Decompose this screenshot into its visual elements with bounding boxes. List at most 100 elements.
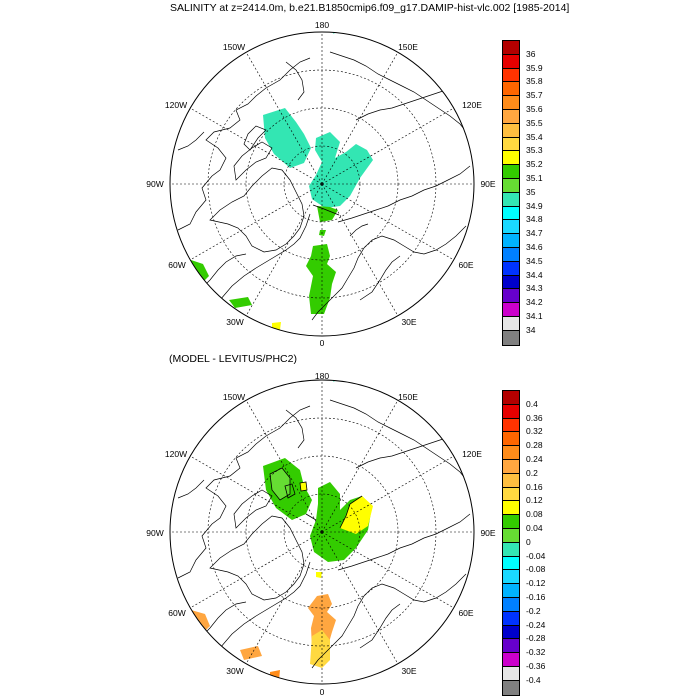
colorbar-tick-label: 0.24	[526, 454, 543, 464]
lon-label-90w: 90W	[146, 179, 164, 189]
lon-label-90e: 90E	[480, 528, 496, 538]
colorbar-tick-label: 34.1	[526, 311, 543, 321]
colorbar-tick-label: 35.3	[526, 145, 543, 156]
colorbar-tick-label: 0.32	[526, 426, 543, 437]
colorbar-tick-label: 34.3	[526, 283, 543, 294]
lon-label-180: 180	[314, 371, 330, 381]
colorbar-tick-label: 35.5	[526, 117, 543, 128]
salinity-region-labrador-b	[229, 297, 252, 308]
lon-label-30w: 30W	[226, 317, 244, 327]
salinity-region-canada-basin	[263, 108, 311, 168]
colorbar-tick-label: -0.08	[526, 564, 546, 575]
colorbar-swatch	[503, 404, 519, 419]
colorbar-tick-label: -0.16	[526, 592, 546, 602]
colorbar-swatch	[503, 137, 519, 152]
colorbar-tick-label: 34.2	[526, 297, 543, 308]
colorbar-swatch	[503, 330, 519, 345]
colorbar-swatch	[503, 391, 519, 405]
lon-label-0: 0	[319, 338, 325, 348]
colorbar-swatch	[503, 275, 519, 290]
lon-label-30e: 30E	[401, 317, 417, 327]
lon-label-150e: 150E	[398, 392, 418, 402]
colorbar-swatch	[503, 303, 519, 317]
colorbar-tick-label: -0.36	[526, 661, 546, 671]
colorbar-tick-label: 35.1	[526, 173, 543, 183]
colorbar-tick-label: 0.16	[526, 481, 543, 492]
colorbar-swatch	[503, 96, 519, 110]
colorbar-swatch	[503, 528, 519, 543]
colorbar-swatch	[503, 487, 519, 502]
lon-label-120e: 120E	[462, 449, 482, 459]
colorbar-tick-label: 35.8	[526, 76, 543, 87]
colorbar-tick-label: -0.32	[526, 647, 546, 658]
colorbar-swatch	[503, 639, 519, 654]
diff-region-canada-basin-inner	[270, 468, 290, 500]
colorbar-swatch	[503, 473, 519, 488]
colorbar-tick-label: 35.7	[526, 90, 543, 101]
colorbar-swatch	[503, 597, 519, 612]
diff-region-small-yellow	[300, 482, 307, 491]
colorbar-tick-label: 34.5	[526, 255, 543, 266]
lon-label-120w: 120W	[164, 449, 188, 459]
lon-label-0: 0	[319, 687, 325, 697]
lon-label-30w: 30W	[226, 666, 244, 676]
colorbar-tick-label: 0.04	[526, 523, 543, 533]
colorbar-tick-label: -0.04	[526, 550, 546, 561]
lon-label-60w: 60W	[168, 608, 186, 618]
colorbar-tick-label: -0.28	[526, 633, 546, 644]
salinity-region-nordic-seas	[306, 244, 336, 314]
colorbar-tick-label: 0.08	[526, 509, 543, 520]
colorbar-swatch	[503, 316, 519, 331]
colorbar-swatch	[503, 501, 519, 516]
colorbar-tick-label: 0.12	[526, 495, 543, 506]
colorbar-swatch	[503, 542, 519, 557]
diff-region-yellow-small	[316, 572, 322, 578]
panel-1-map	[169, 31, 475, 337]
lon-label-150e: 150E	[398, 42, 418, 52]
lon-label-60e: 60E	[458, 260, 474, 270]
colorbar-tick-label: -0.2	[526, 605, 541, 616]
colorbar-swatch	[503, 82, 519, 97]
lon-label-60w: 60W	[168, 260, 186, 270]
salinity-region-fram	[319, 230, 326, 236]
colorbar-swatch	[503, 234, 519, 248]
colorbar-swatch	[503, 54, 519, 69]
colorbar-tick-label: 35.2	[526, 159, 543, 170]
diff-region-yellow-east	[340, 496, 373, 534]
colorbar-tick-label: -0.4	[526, 674, 541, 685]
colorbar-swatch	[503, 178, 519, 193]
colorbar-tick-label: 34.9	[526, 200, 543, 211]
colorbar-swatch	[503, 680, 519, 695]
colorbar-swatch	[503, 261, 519, 276]
salinity-region-eurasian-basin	[309, 132, 373, 208]
colorbar-tick-label: 0.2	[526, 467, 538, 478]
lon-label-180: 180	[314, 20, 330, 30]
colorbar-swatch	[503, 584, 519, 598]
colorbar-swatch	[503, 123, 519, 138]
colorbar-tick-label: 35.9	[526, 62, 543, 73]
colorbar-swatch	[503, 165, 519, 179]
lon-label-60e: 60E	[458, 608, 474, 618]
colorbar-swatch	[503, 192, 519, 207]
colorbar-swatch	[503, 432, 519, 447]
lon-label-150w: 150W	[222, 392, 246, 402]
diff-region-nordic-yellow	[310, 630, 330, 668]
colorbar-swatch	[503, 418, 519, 433]
colorbar-swatch	[503, 206, 519, 221]
colorbar-tick-label: 34	[526, 324, 536, 335]
colorbar-swatch	[503, 459, 519, 474]
colorbar-swatch	[503, 446, 519, 460]
colorbar-tick-label: 34.4	[526, 269, 543, 280]
salinity-region-labrador-a	[191, 260, 209, 282]
colorbar-tick-label: 35.4	[526, 131, 543, 142]
colorbar-swatch	[503, 556, 519, 571]
colorbar-salinity	[502, 40, 520, 346]
lon-label-30e: 30E	[401, 666, 417, 676]
panel-2-map	[169, 379, 475, 685]
lon-label-90e: 90E	[480, 179, 496, 189]
lon-label-90w: 90W	[146, 528, 164, 538]
colorbar-swatch	[503, 220, 519, 235]
colorbar-tick-label: 34.7	[526, 228, 543, 239]
panel-2-title: (MODEL - LEVITUS/PHC2)	[169, 353, 297, 365]
colorbar-swatch	[503, 515, 519, 529]
